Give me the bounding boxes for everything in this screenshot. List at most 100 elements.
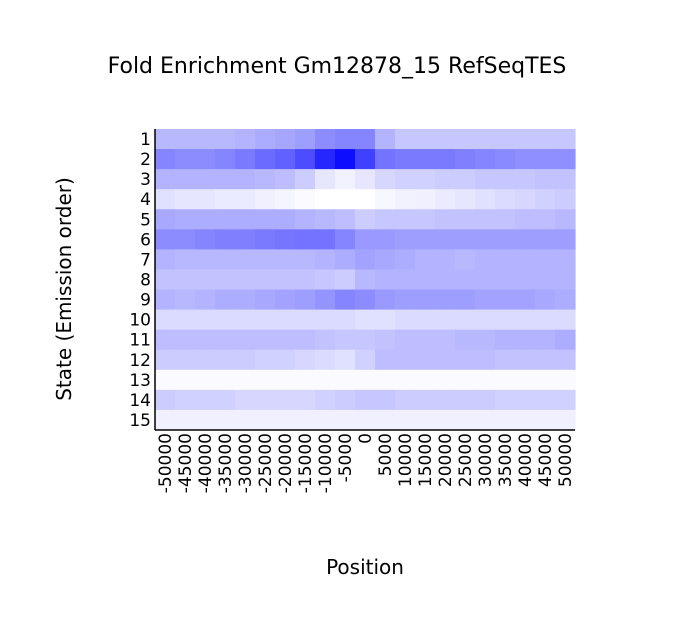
heatmap-cell xyxy=(375,409,396,431)
heatmap-cell xyxy=(495,389,516,411)
heatmap-cell xyxy=(415,289,436,311)
heatmap-cell xyxy=(455,309,476,331)
heatmap-cell xyxy=(495,329,516,351)
heatmap-cell xyxy=(295,309,316,331)
heatmap-cell xyxy=(455,289,476,311)
heatmap-cell xyxy=(315,329,336,351)
heatmap-cell xyxy=(295,349,316,371)
heatmap-cell xyxy=(255,389,276,411)
heatmap-cell xyxy=(475,369,496,391)
heatmap-cell xyxy=(395,349,416,371)
heatmap-cell xyxy=(535,249,556,271)
heatmap-cell xyxy=(315,169,336,190)
heatmap-cell xyxy=(155,329,176,351)
x-tick-label: -10000 xyxy=(316,433,336,493)
heatmap-cell xyxy=(175,369,196,391)
y-tick-label: 7 xyxy=(140,250,151,270)
heatmap-cell xyxy=(315,309,336,331)
heatmap-cell xyxy=(275,289,296,311)
x-tick-label: -25000 xyxy=(256,433,276,493)
heatmap-cell xyxy=(195,369,216,391)
heatmap-cell xyxy=(495,369,516,391)
heatmap-cell xyxy=(395,189,416,210)
heatmap-cell xyxy=(375,229,396,250)
heatmap-cell xyxy=(475,189,496,210)
heatmap-cell xyxy=(295,269,316,291)
x-tick-label: 10000 xyxy=(396,433,416,487)
heatmap-cell xyxy=(195,269,216,291)
heatmap-cell xyxy=(515,209,536,230)
heatmap-cell xyxy=(315,229,336,250)
heatmap-cell xyxy=(235,209,256,230)
heatmap-cell xyxy=(255,309,276,331)
heatmap-cell xyxy=(535,329,556,351)
heatmap-cell xyxy=(555,349,576,371)
y-tick-label: 10 xyxy=(129,311,151,331)
heatmap-cell xyxy=(515,169,536,190)
heatmap-cell xyxy=(555,329,576,351)
heatmap-cell xyxy=(155,389,176,411)
heatmap-cell xyxy=(295,249,316,271)
heatmap-cell xyxy=(515,349,536,371)
heatmap-cell xyxy=(375,269,396,291)
heatmap-cell xyxy=(435,189,456,210)
heatmap-cell xyxy=(255,289,276,311)
heatmap-cell xyxy=(195,249,216,271)
heatmap-cell xyxy=(195,169,216,190)
heatmap-cell xyxy=(195,389,216,411)
heatmap-cell xyxy=(235,269,256,291)
heatmap-cell xyxy=(175,129,196,150)
heatmap-cell xyxy=(415,329,436,351)
x-axis-label: Position xyxy=(326,555,404,579)
heatmap-cell xyxy=(155,149,176,170)
heatmap-cell xyxy=(435,369,456,391)
heatmap-cell xyxy=(155,169,176,190)
heatmap-cell xyxy=(315,369,336,391)
heatmap-cell xyxy=(255,229,276,250)
x-tick-label: 45000 xyxy=(536,433,556,487)
heatmap-cell xyxy=(455,209,476,230)
heatmap-cell xyxy=(215,209,236,230)
heatmap-cell xyxy=(315,149,336,170)
heatmap-cell xyxy=(215,349,236,371)
heatmap-cell xyxy=(295,209,316,230)
heatmap-cell xyxy=(415,369,436,391)
heatmap-cell xyxy=(455,189,476,210)
heatmap-cell xyxy=(275,229,296,250)
heatmap-cell xyxy=(315,389,336,411)
heatmap-cell xyxy=(415,209,436,230)
heatmap-cell xyxy=(555,269,576,291)
heatmap-cell xyxy=(275,349,296,371)
x-tick-label: -5000 xyxy=(336,433,356,482)
x-tick-label: 20000 xyxy=(436,433,456,487)
heatmap-cell xyxy=(395,389,416,411)
heatmap-cell xyxy=(195,229,216,250)
heatmap-cell xyxy=(555,309,576,331)
heatmap-cell xyxy=(195,409,216,431)
heatmap-cell xyxy=(415,349,436,371)
heatmap-cell xyxy=(375,289,396,311)
heatmap-cell xyxy=(555,209,576,230)
y-tick-label: 4 xyxy=(140,190,151,210)
heatmap-cell xyxy=(515,389,536,411)
heatmap-cell xyxy=(495,309,516,331)
y-tick-label: 5 xyxy=(140,210,151,230)
heatmap-cell xyxy=(235,129,256,150)
x-tick-label: -40000 xyxy=(196,433,216,493)
heatmap-cell xyxy=(495,349,516,371)
x-tick-label: 5000 xyxy=(376,433,396,476)
heatmap-cell xyxy=(515,129,536,150)
heatmap-cell xyxy=(275,149,296,170)
heatmap-cell xyxy=(455,349,476,371)
heatmap-cell xyxy=(495,209,516,230)
heatmap-cell xyxy=(375,169,396,190)
heatmap-cell xyxy=(355,329,376,351)
heatmap-cell xyxy=(215,309,236,331)
heatmap-cell xyxy=(415,149,436,170)
heatmap-cell xyxy=(375,149,396,170)
heatmap-cell xyxy=(215,249,236,271)
heatmap-cell xyxy=(175,309,196,331)
heatmap-cell xyxy=(515,409,536,431)
heatmap-cell xyxy=(275,249,296,271)
